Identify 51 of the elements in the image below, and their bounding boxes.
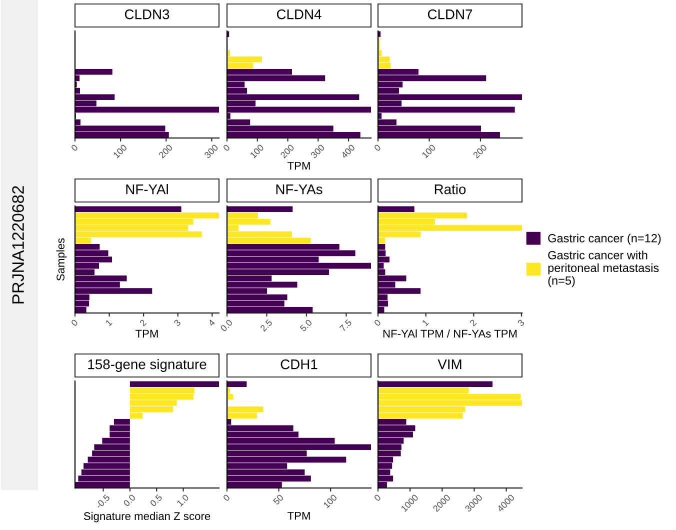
x-tick-label: 2.5 <box>260 318 273 332</box>
x-tick-label: 1.0 <box>176 494 190 507</box>
x-tick-label: 0 <box>374 318 382 327</box>
y-axis-title: Samples <box>56 238 67 281</box>
legend-label: Gastric cancer with peritoneal metastasis (n=5) <box>548 250 659 288</box>
text: PRJNA1220682 <box>12 186 24 304</box>
x-tick-label: 0 <box>222 144 230 152</box>
x-tick-label: 0 <box>222 494 230 502</box>
legend-label: Gastric cancer (n=12) <box>548 234 661 245</box>
chart-title: CDH1 <box>280 359 318 370</box>
x-tick-label: 100 <box>112 144 128 158</box>
x-tick-label: 5.0 <box>299 318 312 332</box>
x-tick-label: 1 <box>422 319 429 326</box>
chart-title: 158-gene signature <box>88 359 206 372</box>
x-tick-label: 300 <box>204 144 218 159</box>
x-tick-label: 7.5 <box>339 319 352 332</box>
x-tick-label: 400 <box>340 144 356 159</box>
x-tick-label: 4 <box>208 318 216 327</box>
chart-title: VIM <box>438 360 462 370</box>
x-tick-label: 0 <box>374 494 382 502</box>
x-tick-label: 200 <box>158 144 173 159</box>
chart-title: NF-YAs <box>276 184 322 194</box>
x-tick-label: 200 <box>280 144 295 159</box>
x-tick-label: 0.5 <box>150 494 162 507</box>
x-tick-label: 50 <box>272 494 284 506</box>
chart-title: CLDN4 <box>276 9 322 20</box>
x-tick-label: 0.0 <box>122 494 136 507</box>
x-tick-label: 1 <box>105 319 112 326</box>
x-tick-label: 0 <box>70 144 78 152</box>
chart-title: NF-YAl <box>126 184 168 194</box>
chart-title: CLDN7 <box>428 9 472 20</box>
x-tick-label: 100 <box>250 144 264 158</box>
x-axis-title: TPM <box>288 162 310 170</box>
x-tick-label: 0 <box>70 318 78 327</box>
x-tick-label: 100 <box>322 494 338 508</box>
x-tick-label: 100 <box>422 144 436 158</box>
x-tick-label: 200 <box>472 144 488 159</box>
x-axis-title: TPM <box>136 330 158 338</box>
x-tick-label: 300 <box>310 144 325 159</box>
chart-title: CLDN3 <box>124 9 170 20</box>
x-tick-label: 2 <box>469 319 477 326</box>
x-tick-label: 0 <box>374 144 382 152</box>
x-tick-label: 3 <box>174 319 182 327</box>
x-axis-title: NF-YAl TPM / NF-YAs TPM <box>383 329 517 338</box>
chart-title: Ratio <box>434 184 466 194</box>
x-tick-label: 2 <box>139 319 147 326</box>
x-tick-label: 0.0 <box>220 318 233 332</box>
x-tick-label: 3 <box>517 319 525 327</box>
x-axis-title: TPM <box>288 512 310 520</box>
x-tick-label: -0.5 <box>95 494 110 509</box>
x-axis-title: Signature median Z score <box>84 512 210 522</box>
